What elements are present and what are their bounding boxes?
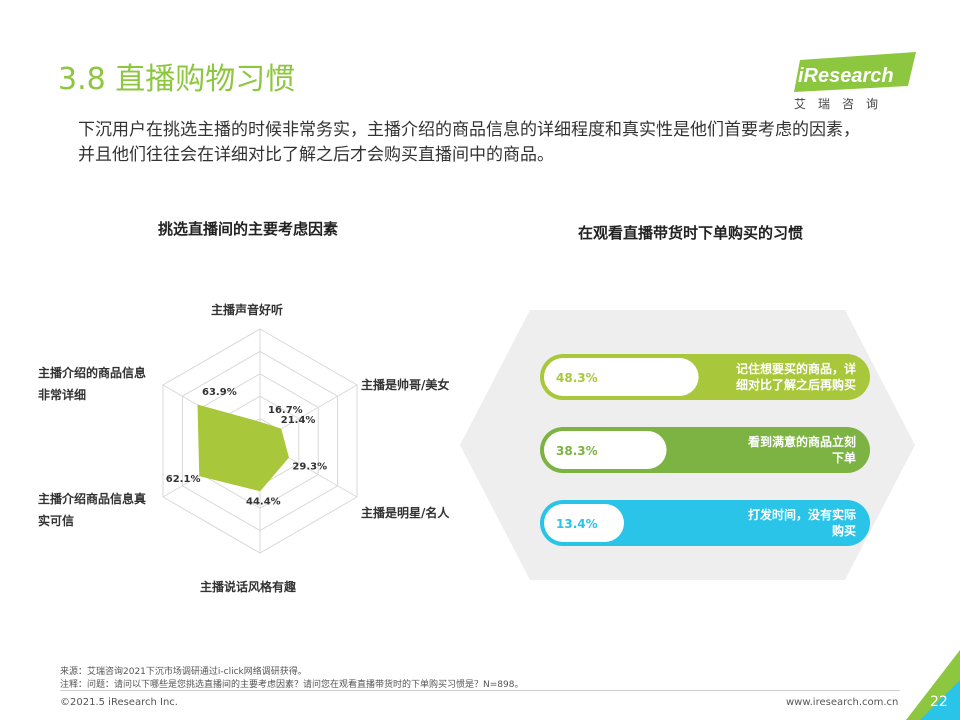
radar-value-label: 16.7% [268,405,303,416]
habit-bar-category-label: 记住想要买的商品，详 [736,361,856,376]
footer-divider [60,690,900,691]
website-link[interactable]: www.iresearch.com.cn [786,697,899,708]
iresearch-logo: iResearch [794,52,916,92]
bar-chart-title: 在观看直播带货时下单购买的习惯 [578,224,804,242]
habit-bar-value-label: 38.3% [556,444,598,458]
radar-chart-title: 挑选直播间的主要考虑因素 [158,220,339,238]
radar-value-label: 29.3% [292,461,327,472]
habit-bar-category-label: 下单 [832,450,856,465]
habit-bar-value [544,358,699,396]
habit-bar-category-label: 购买 [832,523,856,538]
radar-axis-label: 主播说话风格有趣 [200,580,297,594]
question-note: 注释：问题：请问以下哪些是您挑选直播间的主要考虑因素？请问您在观看直播带货时的下… [60,680,524,690]
habit-bar-category-label: 细对比了解之后再购买 [736,377,856,392]
source-note: 来源：艾瑞咨询2021下沉市场调研通过i-click网络调研获得。 [60,667,307,677]
habit-bar-value-label: 13.4% [556,517,598,531]
copyright: ©2021.5 iResearch Inc. [60,697,178,708]
radar-axis-label: 主播是帅哥/美女 [361,378,450,392]
radar-chart: 16.7%21.4% 29.3% 44.4% 62.1% 63.9% [162,328,358,554]
intro-line-1: 下沉用户在挑选主播的时候非常务实，主播介绍的商品信息的详细程度和真实性是他们首要… [78,120,860,140]
intro-line-2: 并且他们往往会在详细对比了解之后才会购买直播间中的商品。 [78,145,554,165]
logo-tagline: 艾瑞咨询 [794,97,891,111]
radar-value-label: 21.4% [281,415,316,426]
radar-value-label: 62.1% [166,474,201,485]
corner-decoration [906,650,960,720]
radar-series-area [197,404,289,492]
habit-bar-category-label: 看到满意的商品立刻 [748,434,856,449]
habit-bar-category-label: 打发时间，没有实际 [748,507,856,522]
svg-text:iResearch: iResearch [798,65,894,87]
intro-text: 下沉用户在挑选主播的时候非常务实，主播介绍的商品信息的详细程度和真实性是他们首要… [78,118,938,168]
radar-axis-label: 主播声音好听 [211,303,284,317]
habit-bar-value [544,431,667,469]
page-title: 3.8 直播购物习惯 [58,62,296,97]
habit-bar-value [544,504,624,542]
habit-bar-track [540,500,870,546]
page-number: 22 [930,694,948,710]
radar-value-label: 44.4% [246,497,281,508]
radar-axis-label: 主播是明星/名人 [361,506,450,520]
radar-value-label: 63.9% [202,387,237,398]
habit-bar-value-label: 48.3% [556,371,598,385]
radar-axis-label: 主播介绍的商品信息非常详细 [38,366,147,402]
radar-axis-label: 主播介绍商品信息真实可信 [38,492,147,528]
